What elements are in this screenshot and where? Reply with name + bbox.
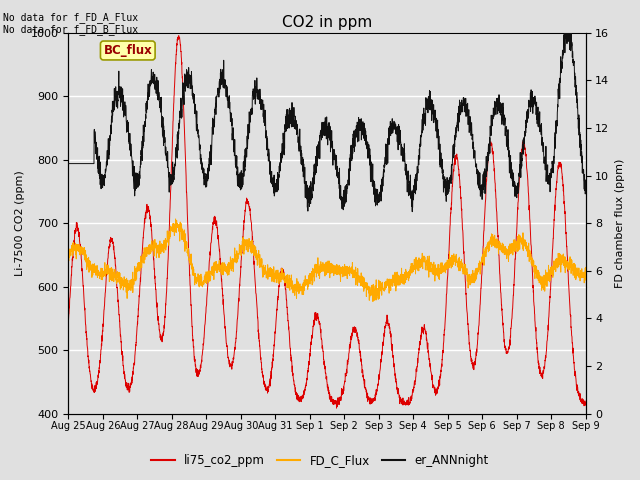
- Text: No data for f_FD_B_Flux: No data for f_FD_B_Flux: [3, 24, 138, 35]
- Text: No data for f_FD_A_Flux: No data for f_FD_A_Flux: [3, 12, 138, 23]
- Legend: li75_co2_ppm, FD_C_Flux, er_ANNnight: li75_co2_ppm, FD_C_Flux, er_ANNnight: [146, 449, 494, 472]
- Title: CO2 in ppm: CO2 in ppm: [282, 15, 372, 30]
- Text: BC_flux: BC_flux: [104, 44, 152, 57]
- Y-axis label: FD chamber flux (ppm): FD chamber flux (ppm): [615, 158, 625, 288]
- Y-axis label: Li-7500 CO2 (ppm): Li-7500 CO2 (ppm): [15, 170, 25, 276]
